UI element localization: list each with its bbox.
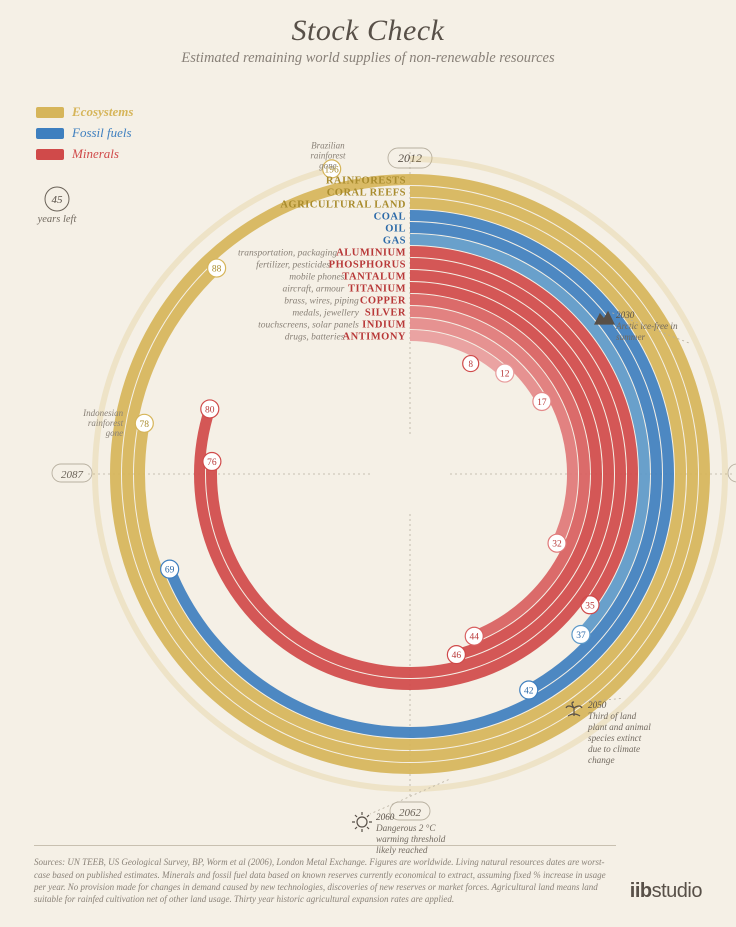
callout-text: 2030 xyxy=(616,310,635,320)
svg-text:gone: gone xyxy=(319,160,337,170)
callout-text: due to climate xyxy=(588,744,640,754)
svg-text:45: 45 xyxy=(52,194,64,206)
footer-sources: Sources: UN TEEB, US Geological Survey, … xyxy=(34,845,616,905)
callout-text: plant and animal xyxy=(587,722,651,732)
svg-text:69: 69 xyxy=(165,566,175,576)
resource-desc: transportation, packaging xyxy=(238,249,337,259)
callout-text: 2050 xyxy=(588,700,607,710)
sun-icon xyxy=(352,812,372,832)
resource-name: CORAL REEFS xyxy=(327,188,406,199)
resource-desc: aircraft, armour xyxy=(282,284,344,295)
resource-name: AGRICULTURAL LAND xyxy=(280,200,406,211)
callout-text: Arctic ice-free in xyxy=(615,321,678,331)
callout-text: change xyxy=(588,755,615,765)
callout-text: 2060 xyxy=(376,812,395,822)
svg-text:rainforest: rainforest xyxy=(310,150,346,160)
svg-text:12: 12 xyxy=(500,370,510,380)
years-left-marker: 45 years left xyxy=(32,186,82,225)
logo: iibstudio xyxy=(630,880,702,903)
resource-name: COPPER xyxy=(360,296,406,307)
svg-text:2087: 2087 xyxy=(61,469,84,481)
resource-arc xyxy=(206,270,614,678)
resource-name: PHOSPHORUS xyxy=(329,260,406,271)
resource-name: TITANIUM xyxy=(348,284,406,295)
callout-text: species extinct xyxy=(588,733,642,743)
svg-text:78: 78 xyxy=(140,420,150,430)
resource-name: OIL xyxy=(385,224,406,235)
resource-name: GAS xyxy=(383,236,406,247)
svg-text:Brazilian: Brazilian xyxy=(311,140,345,150)
resource-desc: drugs, batteries xyxy=(285,333,345,343)
callout-text: summer xyxy=(616,332,646,342)
svg-text:46: 46 xyxy=(452,651,462,661)
svg-text:Indonesian: Indonesian xyxy=(82,408,123,418)
svg-text:37: 37 xyxy=(576,631,586,641)
svg-text:42: 42 xyxy=(524,687,534,697)
resource-desc: brass, wires, piping xyxy=(284,297,359,307)
svg-text:88: 88 xyxy=(212,265,222,275)
resource-name: INDIUM xyxy=(362,320,406,331)
resource-desc: touchscreens, solar panels xyxy=(258,321,359,331)
resource-desc: medals, jewellery xyxy=(292,309,359,319)
resource-name: RAINFORESTS xyxy=(326,176,406,187)
resource-name: COAL xyxy=(374,212,406,223)
resource-desc: mobile phones xyxy=(289,273,344,283)
resource-name: SILVER xyxy=(365,308,406,319)
callout-text: Dangerous 2 °C xyxy=(375,823,436,833)
svg-text:44: 44 xyxy=(469,633,479,643)
resource-name: TANTALUM xyxy=(342,272,406,283)
svg-text:32: 32 xyxy=(552,540,562,550)
resource-desc: fertilizer, pesticides xyxy=(256,260,330,271)
resource-name: ALUMINIUM xyxy=(336,248,406,259)
resource-name: ANTIMONY xyxy=(343,332,407,343)
svg-text:8: 8 xyxy=(468,359,473,369)
svg-text:35: 35 xyxy=(585,601,595,611)
svg-text:80: 80 xyxy=(205,405,215,415)
svg-text:17: 17 xyxy=(537,398,547,408)
svg-text:gone: gone xyxy=(106,428,124,438)
callout-text: Third of land xyxy=(588,711,637,721)
callout-text: warming threshold xyxy=(376,834,446,844)
svg-text:2062: 2062 xyxy=(399,807,422,819)
spiral-chart: 2037206220872012196RAINFORESTS88CORAL RE… xyxy=(0,14,736,927)
svg-text:rainforest: rainforest xyxy=(88,418,124,428)
svg-text:76: 76 xyxy=(207,458,217,468)
